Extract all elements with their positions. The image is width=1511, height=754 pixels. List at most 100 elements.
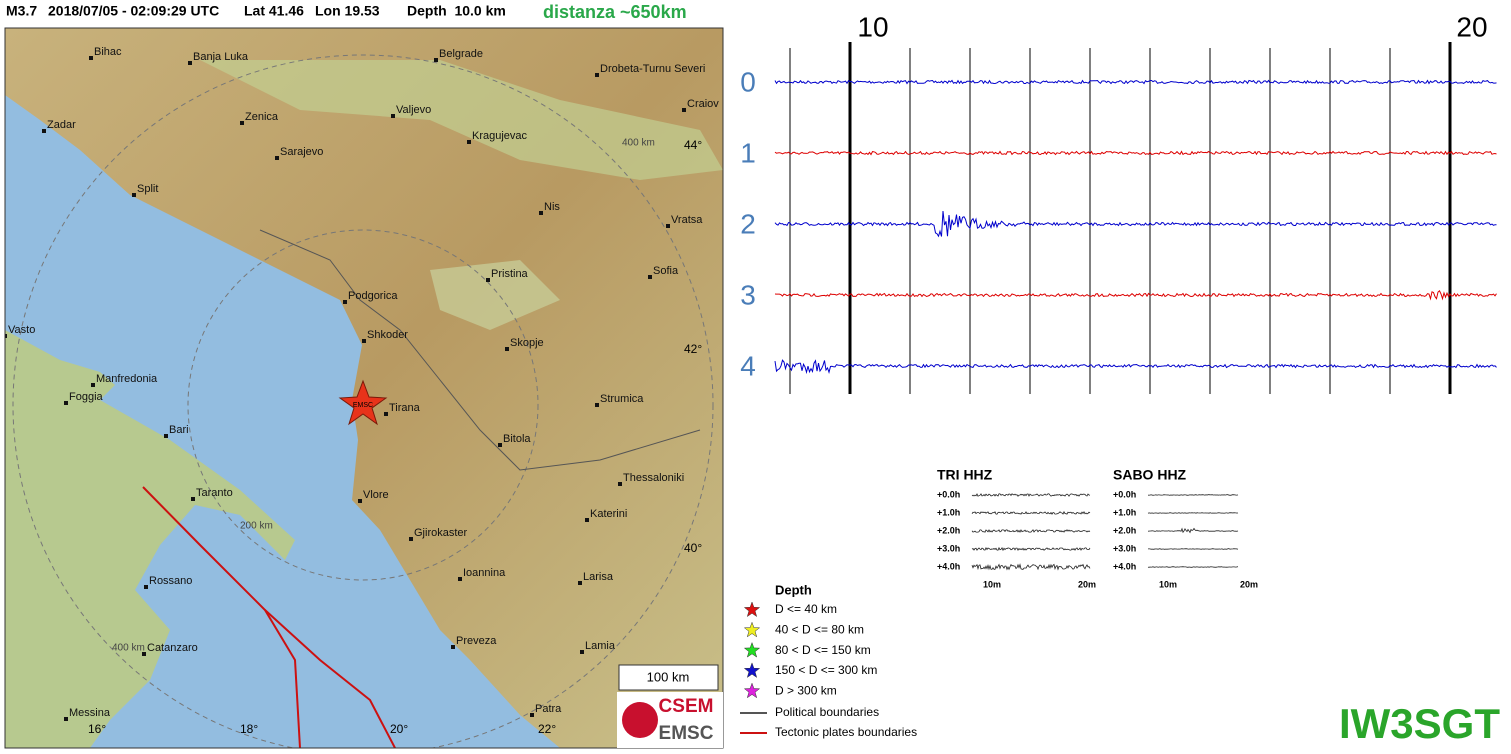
legend-line-label: Tectonic plates boundaries	[775, 725, 917, 739]
epicenter-label: EMSC	[353, 402, 373, 409]
city-label: Lamia	[585, 640, 616, 652]
city-label: Skopje	[510, 337, 544, 349]
city-label: Taranto	[196, 487, 233, 499]
city-dot	[64, 401, 68, 405]
city-label: Rossano	[149, 575, 192, 587]
city-label: Vasto	[8, 324, 35, 336]
mini-trace	[1147, 494, 1239, 496]
callsign: IW3SGT	[1339, 700, 1500, 747]
row-label: +4.0h	[1113, 561, 1136, 571]
row-label: +1.0h	[1113, 507, 1136, 517]
city-label: Kragujevac	[472, 130, 528, 142]
row-label: +0.0h	[937, 489, 960, 499]
mini-trace	[1147, 566, 1239, 568]
city-label: Katerini	[590, 508, 627, 520]
city-dot	[434, 58, 438, 62]
city-dot	[486, 278, 490, 282]
city-label: Vlore	[363, 489, 389, 501]
x-label: 20m	[1078, 579, 1096, 589]
lon-label: 16°	[88, 722, 106, 736]
city-label: Zenica	[245, 111, 279, 123]
trace-label: 0	[740, 66, 756, 97]
city-label: Valjevo	[396, 104, 431, 116]
city-dot	[362, 339, 366, 343]
legend-star	[743, 621, 761, 638]
magnitude: M3.7	[6, 3, 37, 19]
city-label: Bitola	[503, 433, 531, 445]
trace-label: 4	[740, 350, 756, 381]
city-label: Ioannina	[463, 567, 506, 579]
hour-marker: 20	[1456, 11, 1487, 42]
legend: Depth D <= 40 km 40 < D <= 80 km 80 < D <=…	[740, 582, 917, 739]
legend-label: 80 < D <= 150 km	[775, 643, 871, 657]
city-dot	[578, 581, 582, 585]
city-dot	[64, 717, 68, 721]
city-label: Patra	[535, 703, 562, 715]
city-label: Nis	[544, 201, 560, 213]
station-title: SABO HHZ	[1113, 467, 1187, 483]
legend-star	[743, 662, 761, 678]
legend-label: D <= 40 km	[775, 602, 837, 616]
legend-star	[743, 682, 761, 699]
trace	[774, 210, 1497, 238]
legend-title: Depth	[775, 582, 812, 597]
cities: Bihac Banja Luka Belgrade Drobeta-Turnu Sev…	[5, 46, 719, 721]
city-dot	[391, 114, 395, 118]
mini-trace	[1148, 548, 1239, 550]
plain	[430, 260, 560, 330]
mini-trace	[1147, 512, 1239, 514]
trace	[774, 150, 1497, 156]
city-dot	[505, 347, 509, 351]
city-label: Podgorica	[348, 290, 398, 302]
city-dot	[188, 61, 192, 65]
legend-star	[743, 601, 761, 618]
city-label: Sarajevo	[280, 146, 323, 158]
ring-label: 200 km	[240, 521, 273, 532]
lon-label: 22°	[538, 722, 556, 736]
row-label: +0.0h	[1113, 489, 1136, 499]
row-label: +3.0h	[937, 543, 960, 553]
city-label: Pristina	[491, 268, 529, 280]
lat-label: 40°	[684, 541, 702, 555]
logo-text: CSEM	[659, 696, 714, 717]
city-dot	[191, 497, 195, 501]
city-label: Messina	[69, 707, 111, 719]
x-label: 20m	[1240, 579, 1258, 589]
city-label: Catanzaro	[147, 642, 198, 654]
map-frame	[4, 27, 724, 749]
city-dot	[358, 499, 362, 503]
scale-label: 100 km	[647, 669, 690, 684]
city-label: Drobeta-Turnu Severi	[600, 63, 705, 75]
row-label: +4.0h	[937, 561, 960, 571]
city-dot	[409, 537, 413, 541]
city-dot	[595, 73, 599, 77]
city-dot	[618, 482, 622, 486]
row-label: +3.0h	[1113, 543, 1136, 553]
city-label: Sofia	[653, 265, 679, 277]
scale-box	[618, 664, 719, 691]
city-label: Tirana	[389, 402, 421, 414]
legend-label: 150 < D <= 300 km	[775, 663, 877, 677]
city-dot	[240, 121, 244, 125]
lat-label: 44°	[684, 138, 702, 152]
mini-trace	[971, 493, 1091, 497]
city-label: Vratsa	[671, 214, 703, 226]
legend-line-label: Political boundaries	[775, 705, 879, 719]
lat: Lat 41.46	[244, 3, 304, 19]
legend-label: D > 300 km	[775, 683, 837, 697]
lon-label: 20°	[390, 722, 408, 736]
city-dot	[666, 224, 670, 228]
logo-globe	[622, 702, 658, 738]
city-label: Gjirokaster	[414, 527, 468, 539]
plate-boundary	[264, 609, 396, 748]
city-label: Manfredonia	[96, 373, 158, 385]
city-dot	[132, 193, 136, 197]
city-dot	[142, 652, 146, 656]
political-boundary	[259, 229, 701, 471]
plains	[200, 60, 723, 180]
city-dot	[144, 585, 148, 589]
city-label: Foggia	[69, 391, 104, 403]
city-label: Preveza	[456, 635, 497, 647]
x-label: 10m	[1159, 579, 1177, 589]
